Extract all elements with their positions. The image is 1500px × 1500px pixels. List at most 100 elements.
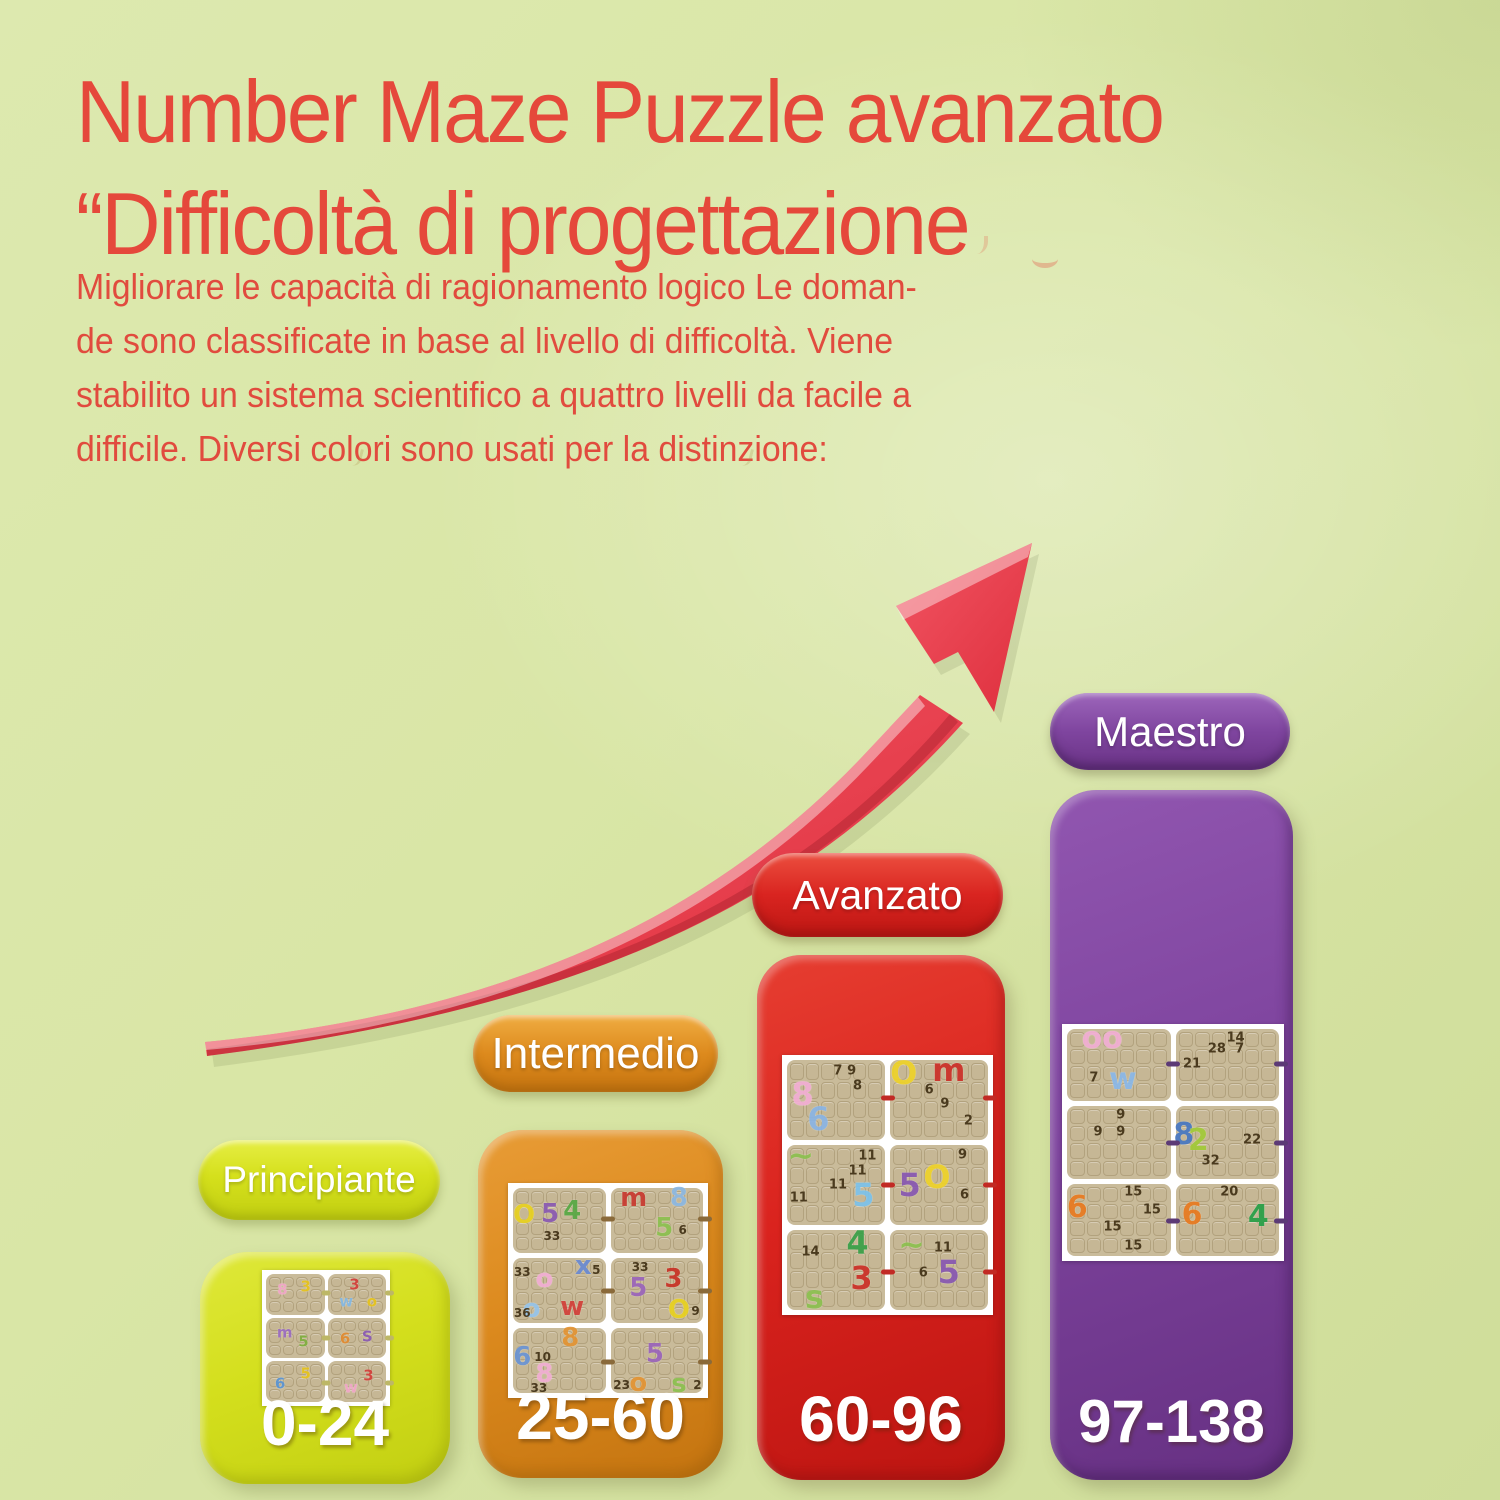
tile-cell	[821, 1167, 835, 1184]
tile-cell	[1228, 1203, 1243, 1219]
tile-cell	[1119, 1143, 1135, 1159]
tile-cell	[357, 1289, 370, 1300]
chain-glyph: 3	[300, 1277, 311, 1296]
tile-cell	[893, 1148, 907, 1165]
tile-cell	[672, 1306, 686, 1320]
chain-glyph: 6	[1066, 1190, 1088, 1226]
tile-cell	[516, 1261, 529, 1275]
tile-cell	[516, 1221, 529, 1235]
tile-cell	[657, 1306, 671, 1320]
tile-cell	[893, 1205, 907, 1222]
tile-cell	[672, 1276, 686, 1290]
tile-cell	[837, 1290, 851, 1307]
tile-cell	[1136, 1049, 1151, 1065]
tile-cell	[560, 1206, 573, 1220]
tile-cell	[613, 1361, 627, 1375]
tile-cell	[1244, 1186, 1260, 1202]
tile-cell	[852, 1290, 867, 1307]
tile-cell	[545, 1206, 559, 1220]
tile-cell	[1261, 1186, 1276, 1202]
tile-cell	[1228, 1160, 1243, 1176]
tile-cell	[516, 1206, 529, 1220]
connector-dash	[601, 1359, 615, 1365]
tile-cell	[330, 1364, 343, 1375]
tile-cell	[971, 1271, 985, 1288]
tile-cell	[971, 1120, 985, 1137]
tile-cell	[1261, 1066, 1276, 1082]
tile-cell	[821, 1148, 835, 1165]
tile-cell	[530, 1361, 544, 1375]
tile-cell	[1119, 1066, 1135, 1082]
cell-number: 6	[924, 1082, 934, 1098]
tile-cell	[940, 1167, 954, 1184]
tile-cell	[893, 1290, 907, 1307]
tile-grid	[613, 1261, 700, 1320]
tile-grid	[893, 1063, 985, 1137]
tile-cell	[309, 1277, 322, 1288]
tile-cell	[1152, 1032, 1168, 1048]
tile-cell	[852, 1063, 867, 1080]
tile-cell	[893, 1063, 907, 1080]
tile-cell	[657, 1376, 671, 1390]
tile-cell	[269, 1301, 281, 1312]
tile-cell	[1070, 1203, 1085, 1219]
tile-cell	[893, 1186, 907, 1203]
tile-cell	[971, 1082, 985, 1099]
tile-cell	[589, 1221, 603, 1235]
tile-cell	[955, 1167, 970, 1184]
tile-cell	[575, 1361, 588, 1375]
puzzle-tile: 6 15 15 15 15	[1066, 1183, 1171, 1256]
tile-cell	[790, 1186, 804, 1203]
tile-cell	[1119, 1126, 1135, 1142]
cell-number: 33	[513, 1265, 531, 1280]
tile-cell	[940, 1186, 954, 1203]
tile-cell	[821, 1271, 835, 1288]
cell-number: 15	[1142, 1202, 1161, 1218]
tile-cell	[1152, 1237, 1168, 1253]
puzzle-tile: 14 28 7 21	[1175, 1029, 1279, 1102]
tile-cell	[924, 1186, 938, 1203]
tile-cell	[805, 1063, 820, 1080]
puzzle-tile: 6 4 20	[1175, 1183, 1279, 1256]
tile-cell	[971, 1063, 985, 1080]
tile-cell	[1152, 1049, 1168, 1065]
paragraph-line: difficile. Diversi colori sono usati per…	[76, 428, 828, 469]
tile-cell	[1195, 1066, 1210, 1082]
tile-cell	[1136, 1220, 1151, 1236]
tile-cell	[1244, 1126, 1260, 1142]
tile-grid	[269, 1364, 322, 1399]
tile-cell	[908, 1233, 923, 1250]
tile-cell	[545, 1306, 559, 1320]
tile-cell	[852, 1120, 867, 1137]
tile-cell	[1136, 1126, 1151, 1142]
tile-cell	[868, 1271, 882, 1288]
chain-glyph: 5	[540, 1199, 560, 1229]
puzzle-tile: O 5 4 33	[513, 1188, 606, 1253]
tile-cell	[805, 1101, 820, 1118]
puzzle-panel: O 5 4 33 m 8 5 6 o x o w 33 5 36 5 3 O 33 9 8 8 6 10 33 5 o s 23 2	[508, 1182, 712, 1398]
tile-cell	[1261, 1032, 1276, 1048]
tile-cell	[1244, 1109, 1260, 1125]
tile-cell	[560, 1276, 573, 1290]
tile-cell	[357, 1301, 370, 1312]
tile-cell	[1152, 1160, 1168, 1176]
tile-cell	[908, 1148, 923, 1165]
tile-cell	[545, 1361, 559, 1375]
level-range: 25-60	[516, 1379, 685, 1453]
tile-cell	[643, 1361, 656, 1375]
tile-cell	[672, 1331, 686, 1345]
chain-glyph: 5	[300, 1364, 311, 1383]
tile-cell	[530, 1236, 544, 1250]
chain-glyph: 3	[363, 1366, 374, 1385]
intro-paragraph: Migliorare le capacità di ragionamento l…	[76, 260, 917, 476]
level-pill-avanzato: Avanzato	[752, 853, 1003, 937]
tile-cell	[868, 1290, 882, 1307]
chain-glyph: 8	[669, 1182, 688, 1213]
chain-glyph: m	[276, 1323, 293, 1342]
tile-grid	[790, 1233, 882, 1307]
tile-cell	[657, 1276, 671, 1290]
chain-glyph: 4	[1247, 1198, 1269, 1234]
